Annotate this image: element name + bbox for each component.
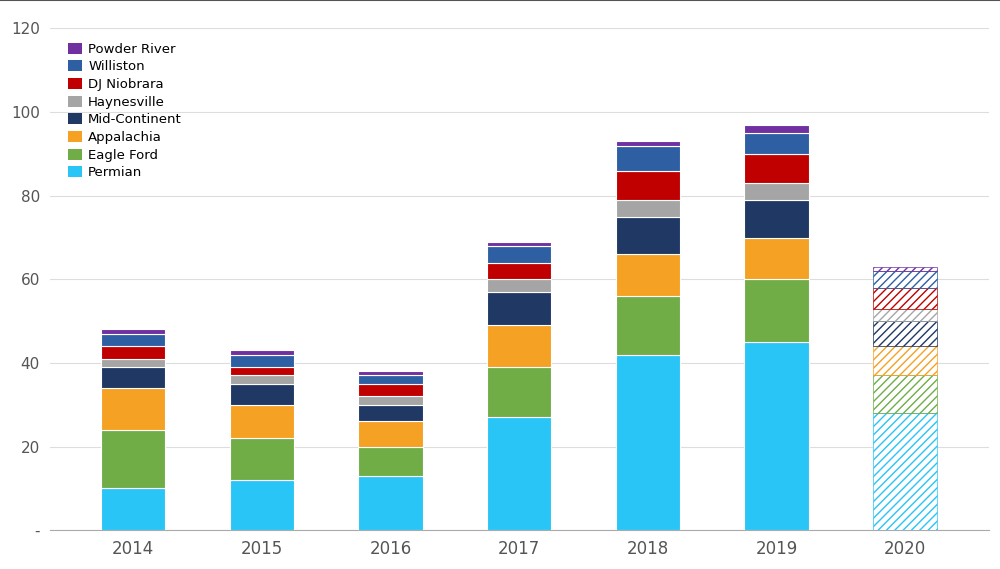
Bar — [487, 263, 551, 279]
Bar — [101, 367, 165, 388]
Bar — [616, 354, 680, 530]
Bar — [873, 413, 937, 530]
Bar — [873, 376, 937, 413]
Bar — [873, 321, 937, 346]
Bar — [230, 376, 294, 384]
Bar — [744, 342, 809, 530]
Bar — [873, 376, 937, 413]
Bar — [873, 346, 937, 376]
Bar — [230, 405, 294, 438]
Bar — [487, 292, 551, 325]
Bar — [101, 359, 165, 367]
Bar — [358, 476, 423, 530]
Bar — [358, 397, 423, 405]
Bar — [487, 246, 551, 263]
Bar — [873, 271, 937, 288]
Bar — [358, 422, 423, 447]
Bar — [744, 279, 809, 342]
Bar — [616, 141, 680, 146]
Bar — [616, 217, 680, 254]
Bar — [873, 321, 937, 346]
Bar — [873, 413, 937, 530]
Legend: Powder River, Williston, DJ Niobrara, Haynesville, Mid-Continent, Appalachia, Ea: Powder River, Williston, DJ Niobrara, Ha… — [66, 40, 185, 182]
Bar — [101, 346, 165, 359]
Bar — [616, 200, 680, 217]
Bar — [744, 133, 809, 154]
Bar — [487, 417, 551, 530]
Bar — [358, 372, 423, 376]
Bar — [616, 254, 680, 296]
Bar — [744, 125, 809, 133]
Bar — [873, 288, 937, 308]
Bar — [616, 171, 680, 200]
Bar — [487, 325, 551, 367]
Bar — [616, 296, 680, 354]
Bar — [230, 367, 294, 376]
Bar — [744, 183, 809, 200]
Bar — [101, 333, 165, 346]
Bar — [616, 146, 680, 171]
Bar — [358, 376, 423, 384]
Bar — [230, 480, 294, 530]
Bar — [358, 447, 423, 476]
Bar — [873, 288, 937, 308]
Bar — [487, 279, 551, 292]
Bar — [358, 405, 423, 422]
Bar — [487, 367, 551, 417]
Bar — [744, 200, 809, 237]
Bar — [873, 346, 937, 376]
Bar — [873, 308, 937, 321]
Bar — [744, 154, 809, 183]
Bar — [744, 237, 809, 279]
Bar — [487, 242, 551, 246]
Bar — [873, 267, 937, 271]
Bar — [230, 384, 294, 405]
Bar — [101, 488, 165, 530]
Bar — [230, 354, 294, 367]
Bar — [101, 329, 165, 333]
Bar — [873, 267, 937, 271]
Bar — [101, 430, 165, 488]
Bar — [873, 271, 937, 288]
Bar — [873, 308, 937, 321]
Bar — [358, 384, 423, 397]
Bar — [230, 438, 294, 480]
Bar — [230, 351, 294, 354]
Bar — [101, 388, 165, 430]
